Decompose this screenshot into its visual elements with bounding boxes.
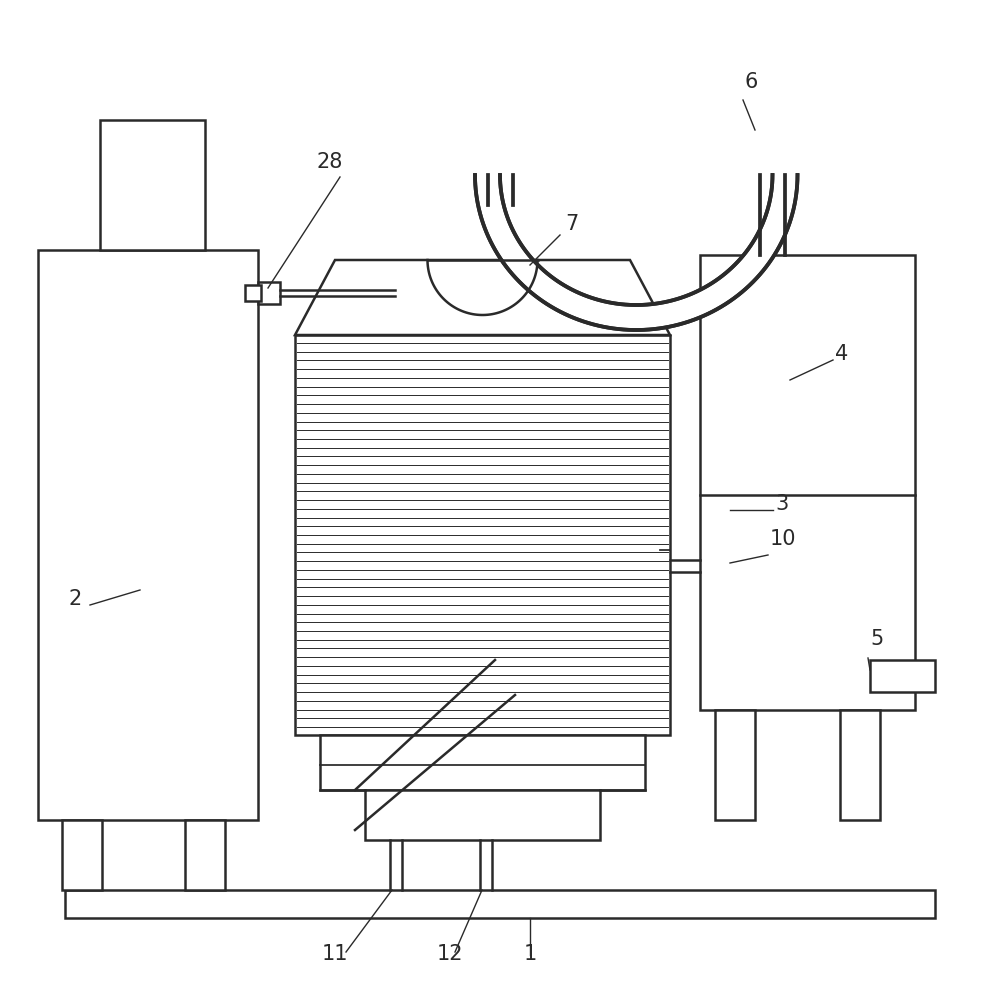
Bar (365, 790, 600, 840)
Text: 6: 6 (745, 72, 758, 92)
Bar (870, 660, 935, 692)
Bar (62, 820, 102, 890)
Bar (100, 120, 205, 250)
Text: 5: 5 (870, 629, 883, 649)
Bar (65, 890, 935, 918)
Polygon shape (295, 260, 670, 335)
Bar (840, 710, 880, 820)
Bar (258, 282, 280, 304)
Bar (715, 710, 755, 820)
Bar (700, 255, 915, 710)
Text: 4: 4 (835, 344, 848, 364)
Text: 10: 10 (770, 529, 796, 549)
Polygon shape (475, 175, 798, 330)
Text: 3: 3 (775, 494, 788, 514)
Text: 1: 1 (523, 944, 537, 964)
Text: 2: 2 (68, 589, 82, 609)
Bar (185, 820, 225, 890)
Text: 28: 28 (317, 152, 343, 172)
Bar (320, 735, 645, 790)
Text: 11: 11 (322, 944, 348, 964)
Text: 12: 12 (437, 944, 463, 964)
Bar (295, 335, 670, 735)
Bar (38, 250, 258, 820)
Bar (245, 285, 261, 301)
Text: 7: 7 (565, 214, 578, 234)
